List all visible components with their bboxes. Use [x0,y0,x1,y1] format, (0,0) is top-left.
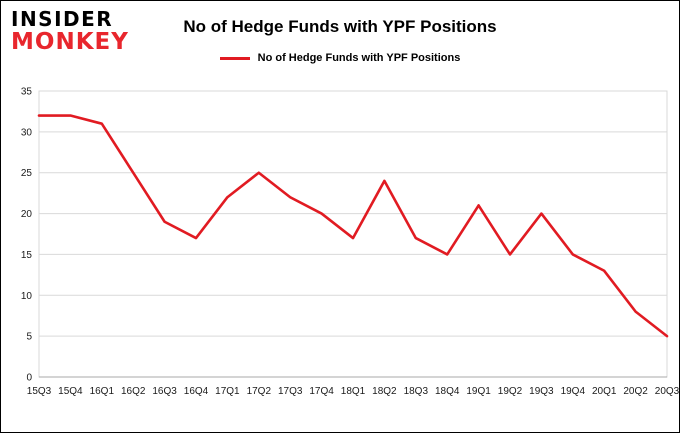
legend-label: No of Hedge Funds with YPF Positions [257,52,461,64]
insider-monkey-logo: INSIDER MONKEY [11,9,129,54]
svg-text:17Q3: 17Q3 [278,386,303,397]
legend-line-swatch [219,56,250,60]
svg-text:19Q4: 19Q4 [561,386,586,397]
svg-text:0: 0 [26,373,32,384]
svg-text:16Q1: 16Q1 [90,386,115,397]
line-chart: 0 5 10 15 20 25 30 35 15Q3 15Q4 16Q1 16Q2 16Q3 16Q4 17… [21,87,680,398]
svg-text:15Q4: 15Q4 [58,386,83,397]
svg-text:18Q2: 18Q2 [372,386,397,397]
svg-text:17Q2: 17Q2 [247,386,272,397]
svg-text:16Q3: 16Q3 [152,386,177,397]
svg-text:18Q1: 18Q1 [341,386,366,397]
svg-text:19Q1: 19Q1 [466,386,491,397]
svg-text:30: 30 [21,127,33,138]
svg-text:10: 10 [21,291,33,302]
svg-text:18Q3: 18Q3 [404,386,429,397]
svg-text:15: 15 [21,250,33,261]
svg-text:20Q2: 20Q2 [623,386,648,397]
svg-text:17Q1: 17Q1 [215,386,240,397]
svg-text:19Q3: 19Q3 [529,386,554,397]
logo-text-insider: INSIDER [11,7,114,31]
svg-text:18Q4: 18Q4 [435,386,460,397]
svg-text:5: 5 [26,332,32,343]
svg-text:16Q2: 16Q2 [121,386,146,397]
svg-text:20Q1: 20Q1 [592,386,617,397]
svg-text:20Q3: 20Q3 [655,386,680,397]
chart-legend: No of Hedge Funds with YPF Positions [1,52,679,64]
svg-text:25: 25 [21,168,33,179]
svg-text:35: 35 [21,87,33,98]
logo-text-monkey: MONKEY [11,29,129,55]
chart-title: No of Hedge Funds with YPF Positions [183,17,497,36]
svg-text:15Q3: 15Q3 [27,386,52,397]
svg-text:16Q4: 16Q4 [184,386,209,397]
svg-text:17Q4: 17Q4 [309,386,334,397]
svg-text:20: 20 [21,209,33,220]
svg-text:19Q2: 19Q2 [498,386,523,397]
